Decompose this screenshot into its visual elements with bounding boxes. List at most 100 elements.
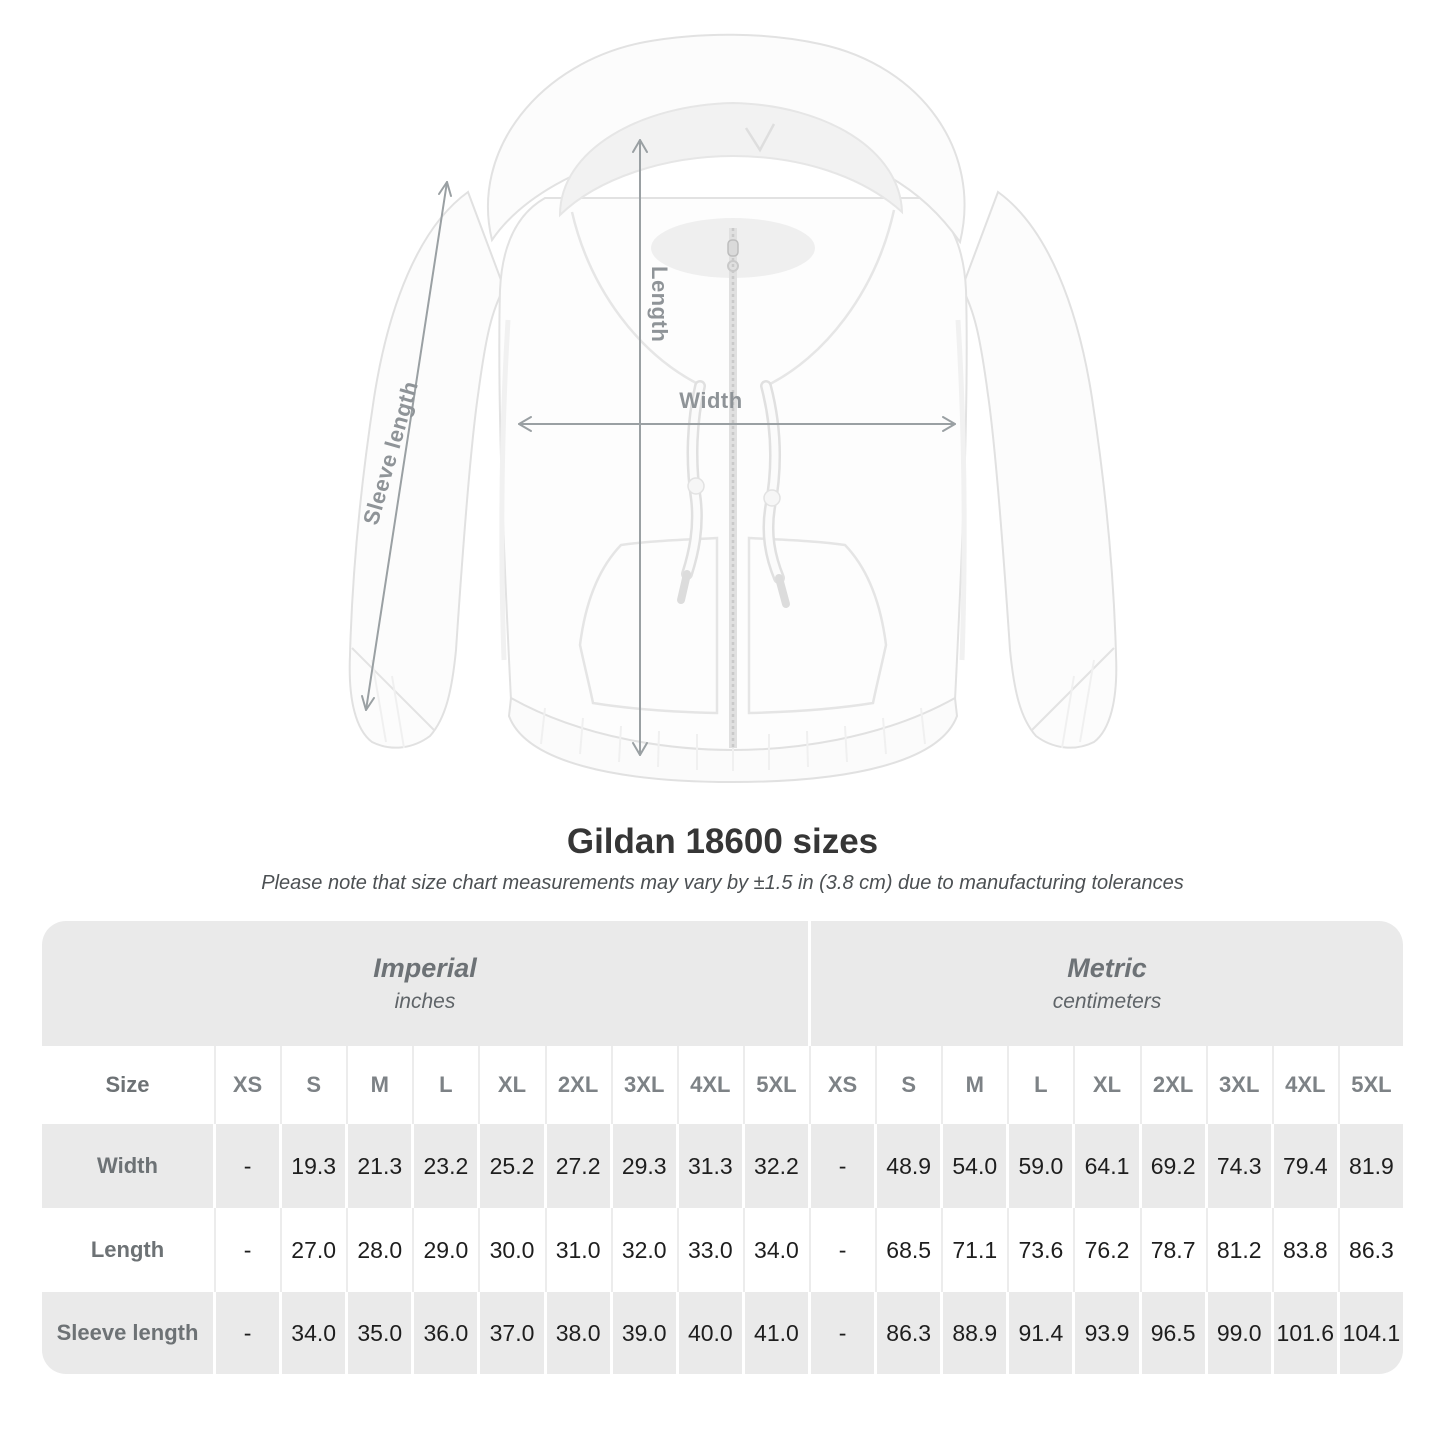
size-col-header: 5XL [745,1046,808,1124]
table-cell: 81.2 [1208,1208,1271,1292]
table-cell: 59.0 [1009,1124,1073,1208]
table-cell: 37.0 [480,1292,544,1374]
table-cell: 21.3 [348,1124,412,1208]
table-cell: 36.0 [414,1292,478,1374]
table-cell: 34.0 [745,1208,808,1292]
table-cell: - [216,1124,280,1208]
size-header-cell: Size [105,1072,150,1097]
sleeve-length-arrow [361,181,452,711]
size-col-header: XL [480,1046,543,1124]
table-cell: 40.0 [678,1292,742,1374]
table-cell: 28.0 [348,1208,411,1292]
table-cell: 71.1 [943,1208,1006,1292]
table-cell: 78.7 [1142,1208,1205,1292]
table-cell: 81.9 [1339,1124,1403,1208]
drawstring-left [677,380,706,604]
table-cell: - [810,1292,875,1374]
table-cell: 32.2 [744,1124,808,1208]
table-cell: 69.2 [1141,1124,1205,1208]
size-col-header: XL [1075,1046,1138,1124]
size-col-header: S [282,1046,345,1124]
table-cell: 32.0 [613,1208,676,1292]
table-cell: 101.6 [1273,1292,1337,1374]
table-cell: 31.0 [547,1208,610,1292]
table-cell: 34.0 [282,1292,346,1374]
unit-sub-imperial: inches [394,990,456,1013]
table-cell: 74.3 [1207,1124,1271,1208]
size-col-header: 2XL [1142,1046,1205,1124]
table-cell: 41.0 [744,1292,808,1374]
row-label-width: Width [42,1124,213,1208]
size-col-header: L [414,1046,477,1124]
table-cell: 38.0 [546,1292,610,1374]
length-arrow [632,139,648,756]
table-cell: 29.0 [414,1208,477,1292]
unit-title-imperial: Imperial [373,953,477,983]
size-col-header: 4XL [1274,1046,1337,1124]
table-cell: 33.0 [679,1208,742,1292]
size-chart-table: Imperial inches Metric centimeters Size … [42,921,1403,1374]
unit-header-imperial: Imperial inches [42,921,808,1046]
table-cell: 35.0 [348,1292,412,1374]
hoodie-measurement-diagram: Length Width Sleeve length [348,33,1118,784]
zipper [727,228,739,748]
table-cell: 30.0 [480,1208,543,1292]
unit-sub-metric: centimeters [1052,990,1162,1013]
table-cell: 76.2 [1075,1208,1138,1292]
table-cell: 86.3 [1340,1208,1403,1292]
unit-title-metric: Metric [1067,953,1147,983]
table-cell: 64.1 [1075,1124,1139,1208]
row-label-length: Length [90,1237,165,1262]
size-col-header: XS [216,1046,279,1124]
table-cell: 27.0 [282,1208,345,1292]
zipper-pull [727,239,739,257]
size-col-header: M [943,1046,1006,1124]
table-cell: 88.9 [943,1292,1007,1374]
table-cell: 19.3 [282,1124,346,1208]
size-col-header: 5XL [1340,1046,1403,1124]
drawstring-right [760,380,790,608]
size-col-header: M [348,1046,411,1124]
table-cell: - [216,1208,279,1292]
table-cell: 96.5 [1141,1292,1205,1374]
size-col-header: 3XL [1208,1046,1271,1124]
row-label-sleeve-length: Sleeve length [42,1292,213,1374]
width-measure-label: Width [679,388,743,413]
tolerance-note: Please note that size chart measurements… [261,872,1184,894]
table-cell: - [810,1124,875,1208]
table-cell: 39.0 [612,1292,676,1374]
table-cell: 48.9 [877,1124,941,1208]
size-col-header: XS [811,1046,874,1124]
hoodie-left-sleeve [348,190,506,749]
hoodie-hood [486,33,966,388]
table-cell: 104.1 [1339,1292,1403,1374]
size-col-header: 3XL [613,1046,676,1124]
length-measure-label: Length [647,266,672,343]
hoodie-right-sleeve [960,190,1118,749]
table-cell: 91.4 [1009,1292,1073,1374]
table-cell: 31.3 [678,1124,742,1208]
table-cell: 93.9 [1075,1292,1139,1374]
table-cell: 29.3 [612,1124,676,1208]
table-cell: 99.0 [1207,1292,1271,1374]
table-cell: 86.3 [877,1292,941,1374]
table-cell: 83.8 [1274,1208,1337,1292]
size-col-header: 2XL [547,1046,610,1124]
table-cell: 54.0 [943,1124,1007,1208]
table-cell: 73.6 [1009,1208,1072,1292]
hoodie-illustration [348,33,1118,784]
size-col-header: 4XL [679,1046,742,1124]
table-cell: - [811,1208,874,1292]
unit-header-metric: Metric centimeters [810,921,1403,1046]
table-cell: - [216,1292,280,1374]
size-col-header: S [877,1046,940,1124]
table-cell: 23.2 [414,1124,478,1208]
table-cell: 27.2 [546,1124,610,1208]
table-cell: 25.2 [480,1124,544,1208]
table-cell: 68.5 [877,1208,940,1292]
width-arrow [518,416,956,432]
hoodie-hem-band [507,696,959,784]
size-col-header: L [1009,1046,1072,1124]
table-cell: 79.4 [1273,1124,1337,1208]
